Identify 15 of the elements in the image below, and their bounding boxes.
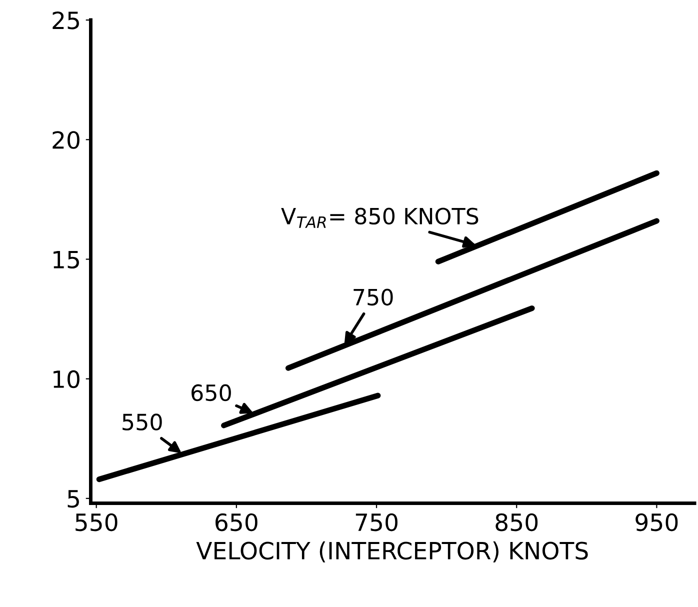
x-axis-title: VELOCITY (INTERCEPTOR) KNOTS [196,541,588,562]
y-tick-label: 10 [54,370,80,388]
x-tick-label: 750 [356,513,398,532]
y-tick-label: 25 [52,11,79,30]
y-tick-label: 20 [52,131,80,149]
series-label: 650 [192,384,231,402]
y-tick-label: 15 [54,250,79,269]
series-label: 550 [122,414,162,430]
series-label: V$_{TAR}$= 850 KNOTS [281,208,478,228]
x-tick-label: 950 [636,513,678,532]
x-tick-label: 550 [76,513,118,532]
series-label: 750 [354,288,393,306]
y-tick-label: 5 [68,490,79,508]
x-tick-label: 650 [216,513,258,532]
x-tick-label: 850 [496,513,538,532]
